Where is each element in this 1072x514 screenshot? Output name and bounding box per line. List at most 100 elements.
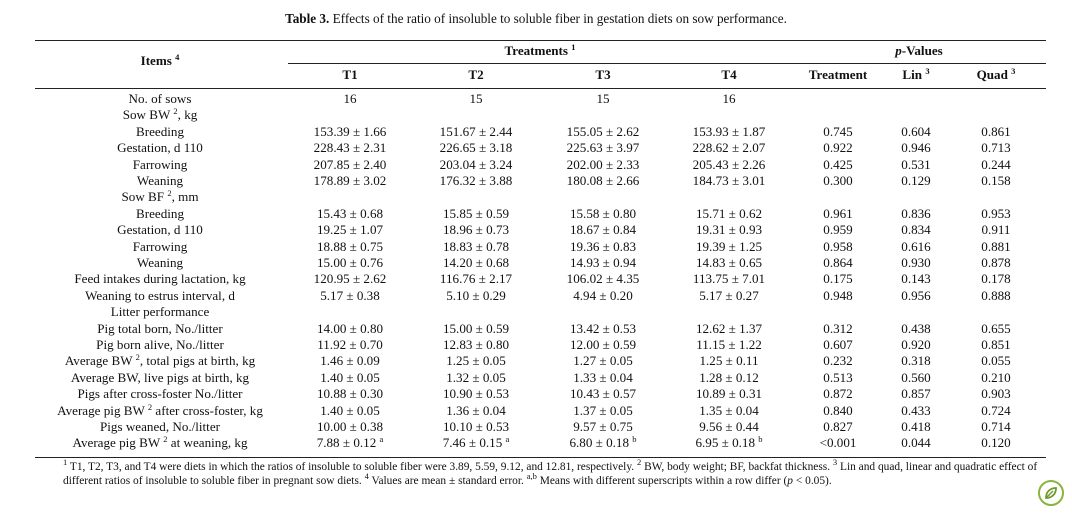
row-label: Weaning <box>136 173 184 188</box>
treatments-header: Treatments 1 <box>504 42 576 58</box>
cell-quad: 0.903 <box>981 386 1011 402</box>
cell-t1: 11.92 ± 0.70 <box>317 337 383 352</box>
row-label: Average BW 2, total pigs at birth, kg <box>64 352 256 369</box>
cell-t2: 7.46 ± 0.15 a <box>442 434 510 451</box>
cell-lin: 0.616 <box>901 238 931 254</box>
leaf-icon <box>1045 487 1057 499</box>
cell-t4: 19.31 ± 0.93 <box>695 222 763 238</box>
cell-t2: 12.83 ± 0.80 <box>442 337 510 352</box>
table-caption: Table 3. Effects of the ratio of insolub… <box>0 11 1072 27</box>
cell-t1: 5.17 ± 0.38 <box>320 287 380 303</box>
cell-quad: 0.911 <box>981 222 1011 238</box>
cell-lin: 0.857 <box>901 386 931 402</box>
row-label: Average pig BW 2 at weaning, kg <box>72 434 248 451</box>
cell-t1: 19.25 ± 1.07 <box>316 222 384 238</box>
table-footnote: 1 T1, T2, T3, and T4 were diets in which… <box>63 457 1038 488</box>
cell-t1: 178.89 ± 3.02 <box>313 173 387 188</box>
cell-t4: 11.15 ± 1.22 <box>696 337 762 352</box>
row-label: Average pig BW 2 after cross-foster, kg <box>57 401 263 418</box>
pvalues-header: p-Values <box>895 43 943 58</box>
cell-lin: 0.930 <box>901 255 931 270</box>
cell-quad: 0.120 <box>981 435 1011 451</box>
col-t2-header: T2 <box>468 67 484 82</box>
cell-t4: 10.89 ± 0.31 <box>695 386 763 402</box>
cell-lin: 0.143 <box>901 271 931 287</box>
col-treatment-header: Treatment <box>808 67 868 82</box>
cell-t1: 10.88 ± 0.30 <box>316 386 384 402</box>
cell-t4: 15.71 ± 0.62 <box>695 205 763 221</box>
cell-tr: 0.922 <box>823 140 853 156</box>
cell-tr: 0.745 <box>823 123 853 139</box>
cell-quad: 0.881 <box>981 238 1011 254</box>
row-label: Pig born alive, No./litter <box>96 337 224 352</box>
cell-tr: 0.300 <box>823 173 853 188</box>
cell-t4: 184.73 ± 3.01 <box>692 173 766 188</box>
cell-tr: 0.959 <box>823 222 853 238</box>
cell-t3: 1.33 ± 0.04 <box>573 369 633 385</box>
cell-t1: 1.40 ± 0.05 <box>320 402 380 418</box>
cell-t3: 10.43 ± 0.57 <box>569 386 637 402</box>
cell-quad: 0.713 <box>981 140 1011 156</box>
cell-quad: 0.851 <box>981 337 1011 352</box>
cell-t3: 13.42 ± 0.53 <box>569 320 637 336</box>
cell-tr: 0.312 <box>823 320 853 336</box>
cell-t2: 176.32 ± 3.88 <box>439 173 513 188</box>
cell-t3: 15.58 ± 0.80 <box>569 205 637 221</box>
cell-lin: 0.956 <box>901 287 931 303</box>
cell-t3: 6.80 ± 0.18 b <box>569 434 637 451</box>
row-label: Farrowing <box>132 156 188 172</box>
cell-t2: 15.00 ± 0.59 <box>442 320 510 336</box>
col-lin-header: Lin 3 <box>902 66 930 82</box>
col-t4-header: T4 <box>721 67 737 82</box>
cell-t2: 14.20 ± 0.68 <box>442 255 510 270</box>
cell-tr: 0.948 <box>823 287 853 303</box>
cell-quad: 0.055 <box>981 353 1011 369</box>
cell-quad: 0.861 <box>981 123 1011 139</box>
cell-t2: 226.65 ± 3.18 <box>439 140 513 156</box>
row-label: Sow BW 2, kg <box>122 106 198 123</box>
cell-t3: 4.94 ± 0.20 <box>573 287 633 303</box>
cell-t2: 15 <box>469 91 483 106</box>
cell-lin: 0.946 <box>901 140 931 156</box>
cell-t4: 1.28 ± 0.12 <box>699 369 759 385</box>
row-label: Feed intakes during lactation, kg <box>74 271 246 287</box>
cell-t3: 1.27 ± 0.05 <box>573 353 633 369</box>
cell-t3: 9.57 ± 0.75 <box>573 419 633 434</box>
cell-t1: 10.00 ± 0.38 <box>316 419 384 434</box>
cell-quad: 0.724 <box>981 402 1011 418</box>
cell-t2: 18.96 ± 0.73 <box>442 222 510 238</box>
row-label: Farrowing <box>132 238 188 254</box>
cell-t4: 5.17 ± 0.27 <box>699 287 759 303</box>
pvalues-rule <box>796 63 1046 64</box>
cell-t4: 113.75 ± 7.01 <box>692 271 766 287</box>
cell-t3: 19.36 ± 0.83 <box>569 238 637 254</box>
row-label: Pig total born, No./litter <box>97 320 223 336</box>
cell-t1: 16 <box>343 91 357 106</box>
cell-t3: 225.63 ± 3.97 <box>566 140 640 156</box>
cell-t2: 5.10 ± 0.29 <box>446 287 506 303</box>
row-label: Litter performance <box>110 304 210 320</box>
items-header: Items 4 <box>140 52 180 68</box>
bottom-rule <box>35 457 1046 459</box>
cell-t1: 14.00 ± 0.80 <box>316 320 384 336</box>
cell-t4: 19.39 ± 1.25 <box>695 238 763 254</box>
table-label: Table 3. <box>285 11 330 26</box>
cell-t3: 180.08 ± 2.66 <box>566 173 640 188</box>
cell-t2: 203.04 ± 3.24 <box>439 156 513 172</box>
cell-t3: 106.02 ± 4.35 <box>566 271 640 287</box>
row-label: Pigs weaned, No./litter <box>99 419 221 434</box>
cell-t2: 1.36 ± 0.04 <box>446 402 506 418</box>
cell-t3: 15 <box>596 91 610 106</box>
cell-quad: 0.878 <box>981 255 1011 270</box>
table-title: Effects of the ratio of insoluble to sol… <box>332 11 787 26</box>
col-t1-header: T1 <box>342 67 358 82</box>
cell-t4: 14.83 ± 0.65 <box>695 255 763 270</box>
row-label: Breeding <box>136 123 184 139</box>
cell-lin: 0.418 <box>901 419 931 434</box>
cell-t3: 1.37 ± 0.05 <box>573 402 633 418</box>
leaf-badge[interactable] <box>1038 480 1064 506</box>
cell-t2: 18.83 ± 0.78 <box>442 238 510 254</box>
cell-t3: 14.93 ± 0.94 <box>569 255 637 270</box>
row-label: Breeding <box>136 205 184 221</box>
cell-tr: 0.961 <box>823 205 853 221</box>
